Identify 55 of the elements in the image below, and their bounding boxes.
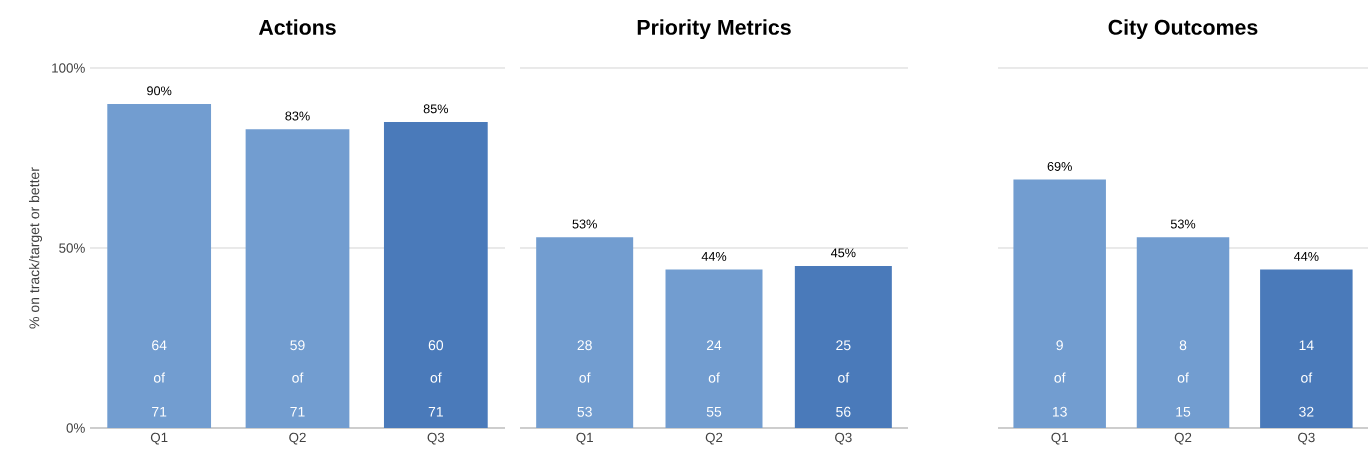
bar	[245, 129, 350, 428]
annotation: 56	[836, 406, 851, 417]
x-tick-label: Q3	[835, 432, 852, 445]
annotation: of	[838, 372, 850, 383]
y-tick-label: 100%	[52, 63, 85, 73]
annotation: 71	[428, 407, 443, 417]
data-label: 90%	[147, 86, 172, 96]
annotation: 24	[706, 340, 722, 351]
data-label: 69%	[1047, 161, 1072, 171]
data-label: 53%	[1170, 219, 1196, 229]
y-axis-title: % on track/target or better	[28, 167, 43, 329]
annotation: of	[430, 372, 442, 383]
annotation: 28	[577, 340, 592, 351]
annotation: of	[708, 372, 720, 383]
annotation: 13	[1052, 406, 1067, 417]
annotation: of	[579, 372, 591, 383]
chart-title: Actions	[258, 19, 336, 35]
annotation: of	[1054, 372, 1066, 383]
x-tick-label: Q1	[1051, 432, 1068, 445]
annotation: 60	[428, 340, 444, 351]
x-tick-label: Q1	[150, 432, 168, 445]
data-label: 44%	[1293, 252, 1319, 261]
x-tick-label: Q3	[427, 432, 445, 445]
chart-title: City Outcomes	[1108, 19, 1258, 40]
annotation: 14	[1299, 340, 1314, 351]
data-label: 45%	[830, 248, 856, 258]
x-tick-label: Q2	[705, 432, 723, 445]
y-tick-label: 50%	[59, 243, 85, 253]
annotation: of	[1301, 372, 1313, 383]
annotation: 32	[1299, 406, 1314, 417]
x-tick-label: Q2	[289, 432, 306, 445]
data-label: 53%	[572, 219, 597, 229]
annotation: of	[292, 372, 304, 383]
annotation: 53	[577, 406, 592, 417]
data-label: 85%	[423, 104, 449, 114]
annotation: 64	[152, 340, 167, 351]
annotation: of	[153, 372, 166, 383]
data-label: 44%	[701, 252, 727, 261]
x-tick-label: Q3	[1298, 432, 1315, 445]
x-tick-label: Q1	[576, 432, 593, 445]
y-tick-label: 0%	[66, 423, 85, 433]
annotation: 55	[706, 406, 722, 417]
annotation: 8	[1179, 340, 1187, 351]
annotation: 15	[1176, 406, 1191, 417]
annotation: 71	[290, 407, 305, 417]
x-tick-label: Q2	[1174, 432, 1192, 445]
annotation: 71	[152, 407, 167, 417]
annotation: 25	[836, 340, 851, 351]
bar	[383, 122, 488, 428]
annotation: 9	[1056, 340, 1063, 351]
chart-title: Priority Metrics	[637, 19, 791, 40]
bar	[107, 104, 212, 428]
annotation: of	[1177, 372, 1189, 383]
annotation: 59	[290, 340, 305, 351]
data-label: 83%	[285, 111, 310, 121]
